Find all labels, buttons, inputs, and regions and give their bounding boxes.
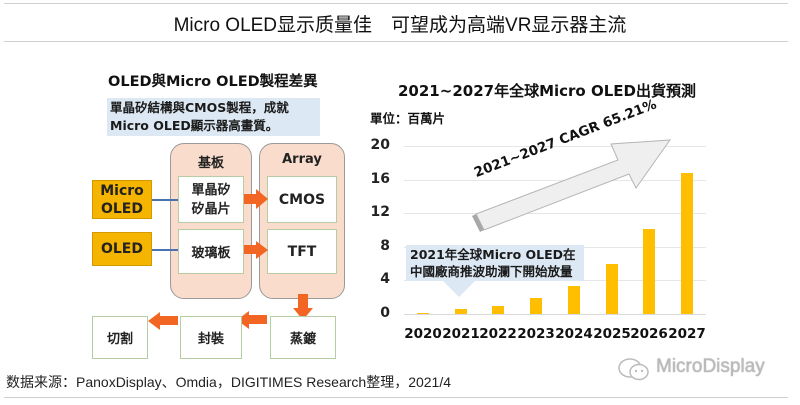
chart-unit-label: 單位：百萬片 xyxy=(370,111,446,126)
y-tick-label: 16 xyxy=(370,171,390,187)
cagr-arrow-icon xyxy=(472,139,672,232)
y-tick-label: 8 xyxy=(380,238,390,254)
bar-2020 xyxy=(417,313,429,314)
top-divider xyxy=(4,3,788,4)
array-cell-tft-label: TFT xyxy=(287,243,317,260)
y-tick-label: 20 xyxy=(370,137,390,153)
substrate-cell-glass: 玻璃板 xyxy=(178,229,244,274)
arrow-right-icon xyxy=(244,189,268,209)
chart-title: 2021~2027年全球Micro OLED出貨預測 xyxy=(398,82,696,100)
watermark: MicroDisplay xyxy=(656,356,765,377)
page-title: Micro OLED显示质量佳 可望成为高端VR显示器主流 xyxy=(173,15,627,36)
source-note: 数据来源：PanoxDisplay、Omdia，DIGITIMES Resear… xyxy=(6,374,452,390)
x-tick-label: 2022 xyxy=(479,326,517,342)
label-micro-oled: Micro OLED xyxy=(92,180,152,219)
bar-2024 xyxy=(568,286,580,314)
label-oled-text: OLED xyxy=(100,241,143,257)
step-packaging: 封裝 xyxy=(180,316,242,359)
connector-line-oled xyxy=(152,249,178,251)
wechat-icon xyxy=(618,358,649,381)
step-evaporation-label: 蒸鍍 xyxy=(289,332,316,347)
substrate-cell-silicon: 單晶矽 矽晶片 xyxy=(178,176,244,223)
title-divider xyxy=(4,41,788,42)
arrow-left-icon xyxy=(237,311,267,329)
y-tick-label: 12 xyxy=(370,204,390,220)
step-packaging-label: 封裝 xyxy=(197,332,224,347)
callout-pointer-icon xyxy=(443,281,475,297)
array-cell-tft: TFT xyxy=(267,229,337,274)
step-cutting: 切割 xyxy=(92,316,148,359)
array-cell-cmos-label: CMOS xyxy=(278,191,326,208)
label-micro-oled-line2: OLED xyxy=(100,200,143,217)
bar-2021 xyxy=(455,309,467,314)
step-cutting-label: 切割 xyxy=(106,332,133,347)
y-tick-label: 4 xyxy=(380,271,390,287)
substrate-cell-silicon-line2: 矽晶片 xyxy=(191,201,231,217)
array-cell-cmos: CMOS xyxy=(267,176,337,223)
step-evaporation: 蒸鍍 xyxy=(270,316,336,359)
callout-line-1: 2021年全球Micro OLED在 xyxy=(410,247,576,262)
diagram-note: 單晶矽結構與CMOS製程，成就 Micro OLED顯示器高畫質。 xyxy=(107,98,320,136)
array-column-header: Array xyxy=(282,152,322,167)
note-line-1: 單晶矽結構與CMOS製程，成就 xyxy=(110,100,289,115)
substrate-column-header: 基板 xyxy=(197,156,224,171)
x-tick-label: 2026 xyxy=(630,326,668,342)
bar-2027 xyxy=(681,173,693,314)
gridline xyxy=(404,314,706,315)
x-tick-label: 2025 xyxy=(593,326,631,342)
connector-line-micro-oled xyxy=(152,199,178,201)
callout-2021: 2021年全球Micro OLED在 中國廠商推波助瀾下開始放量 xyxy=(406,245,584,281)
arrow-left-icon xyxy=(148,312,178,330)
bottom-divider xyxy=(4,397,788,398)
substrate-cell-glass-label: 玻璃板 xyxy=(191,246,231,261)
x-tick-label: 2023 xyxy=(517,326,555,342)
diagram-title: OLED與Micro OLED製程差異 xyxy=(108,74,318,90)
callout-line-2: 中國廠商推波助瀾下開始放量 xyxy=(410,264,573,279)
label-micro-oled-line1: Micro xyxy=(100,182,144,199)
substrate-cell-silicon-line1: 單晶矽 xyxy=(191,182,231,198)
bar-2023 xyxy=(530,298,542,314)
y-tick-label: 0 xyxy=(380,305,390,321)
x-tick-label: 2021 xyxy=(442,326,480,342)
label-oled: OLED xyxy=(92,232,152,266)
bar-2025 xyxy=(606,264,618,314)
x-tick-label: 2024 xyxy=(555,326,593,342)
x-tick-label: 2027 xyxy=(668,326,706,342)
bar-2022 xyxy=(492,306,504,314)
arrow-down-icon xyxy=(293,294,313,320)
arrow-right-icon xyxy=(244,241,268,259)
bar-2026 xyxy=(643,229,655,314)
x-tick-label: 2020 xyxy=(404,326,442,342)
note-line-2: Micro OLED顯示器高畫質。 xyxy=(110,118,279,133)
